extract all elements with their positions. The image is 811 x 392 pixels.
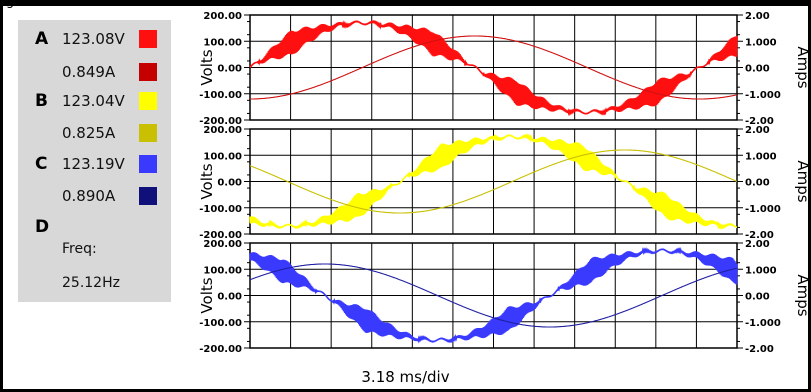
phase-b-current-swatch <box>139 124 157 142</box>
phase-c-label: C <box>35 154 48 174</box>
plot-c-right-tick-label: -2.00 <box>745 344 774 355</box>
plot-a-series-volts <box>249 19 738 117</box>
plot-b-right-tick-label: -1.000 <box>745 204 781 215</box>
phase-readout-panel: A 123.08V 0.849A B 123.04V 0.825A C 123.… <box>18 20 171 302</box>
plot-a-right-tick-label: -2.00 <box>745 116 774 127</box>
plot-b-left-tick-label: 0.00 <box>217 178 242 189</box>
phase-c-current: 0.890A <box>62 187 116 205</box>
plot-a-volts-label: Volts <box>198 49 216 85</box>
phase-b-voltage: 123.04V <box>62 92 125 110</box>
plot-a-left-tick-label: -100.00 <box>199 90 242 101</box>
window-title-fragment: g <box>6 0 15 9</box>
frequency-value: 25.12Hz <box>62 275 120 291</box>
plot-a-right-tick-label: 2.00 <box>745 11 770 22</box>
phase-d-label: D <box>35 217 50 237</box>
frequency-label: Freq: <box>62 241 97 257</box>
plot-b-left-tick-label: -100.00 <box>199 204 242 215</box>
plot-b-right-tick-label: 2.00 <box>745 125 770 136</box>
plot-a-right-tick-label: 1.000 <box>745 37 777 48</box>
plot-b-right-tick-label: 1.000 <box>745 151 777 162</box>
plot-a-right-tick-label: 0.00 <box>745 64 770 75</box>
plot-a-left-tick-label: 100.00 <box>203 37 242 48</box>
plot-b-amps-label: Amps <box>794 160 811 202</box>
plot-b-right-tick-label: 0.00 <box>745 178 770 189</box>
plot-b-right-tick-label: -2.00 <box>745 230 774 241</box>
phase-a-current-swatch <box>139 63 157 81</box>
plot-c-left-tick-label: 100.00 <box>203 265 242 276</box>
phase-a-current: 0.849A <box>62 63 116 81</box>
plot-b-left-tick-label: -200.00 <box>199 230 242 241</box>
plot-b-left-tick-label: 200.00 <box>203 125 242 136</box>
plot-a-amps-label: Amps <box>794 46 811 88</box>
phase-b-current: 0.825A <box>62 124 116 142</box>
phase-b-label: B <box>35 91 48 111</box>
plot-a-right-tick-label: -1.000 <box>745 90 781 101</box>
plot-c-left-tick-label: 0.00 <box>217 292 242 303</box>
plot-b-series-amps <box>249 149 738 214</box>
plot-a-left-tick-label: 200.00 <box>203 11 242 22</box>
phase-a-voltage: 123.08V <box>62 30 125 48</box>
plot-c-left-tick-label: -200.00 <box>199 344 242 355</box>
plot-b-series-volts <box>249 133 738 230</box>
plot-c-right-tick-label: -1.000 <box>745 318 781 329</box>
plot-c-series-amps <box>249 263 738 328</box>
plot-c-amps-label: Amps <box>794 274 811 316</box>
plot-c-right-tick-label: 1.000 <box>745 265 777 276</box>
phase-c-voltage: 123.19V <box>62 155 125 173</box>
phase-a-label: A <box>35 29 49 49</box>
plot-c-left-tick-label: 200.00 <box>203 239 242 250</box>
plot-b-volts-label: Volts <box>198 163 216 199</box>
plot-b-left-tick-label: 100.00 <box>203 151 242 162</box>
phase-c-current-swatch <box>139 187 157 205</box>
phase-a-voltage-swatch <box>139 30 157 48</box>
plot-c-left-tick-label: -100.00 <box>199 318 242 329</box>
plot-c-volts-label: Volts <box>198 277 216 313</box>
plot-a-left-tick-label: 0.00 <box>217 64 242 75</box>
plot-c-right-tick-label: 0.00 <box>745 292 770 303</box>
plot-a-left-tick-label: -200.00 <box>199 116 242 127</box>
plot-a-series-amps <box>250 35 738 100</box>
phase-c-voltage-swatch <box>139 155 157 173</box>
plot-c-right-tick-label: 2.00 <box>745 239 770 250</box>
phase-b-voltage-swatch <box>139 92 157 110</box>
timebase-label: 3.18 ms/div <box>361 368 450 386</box>
